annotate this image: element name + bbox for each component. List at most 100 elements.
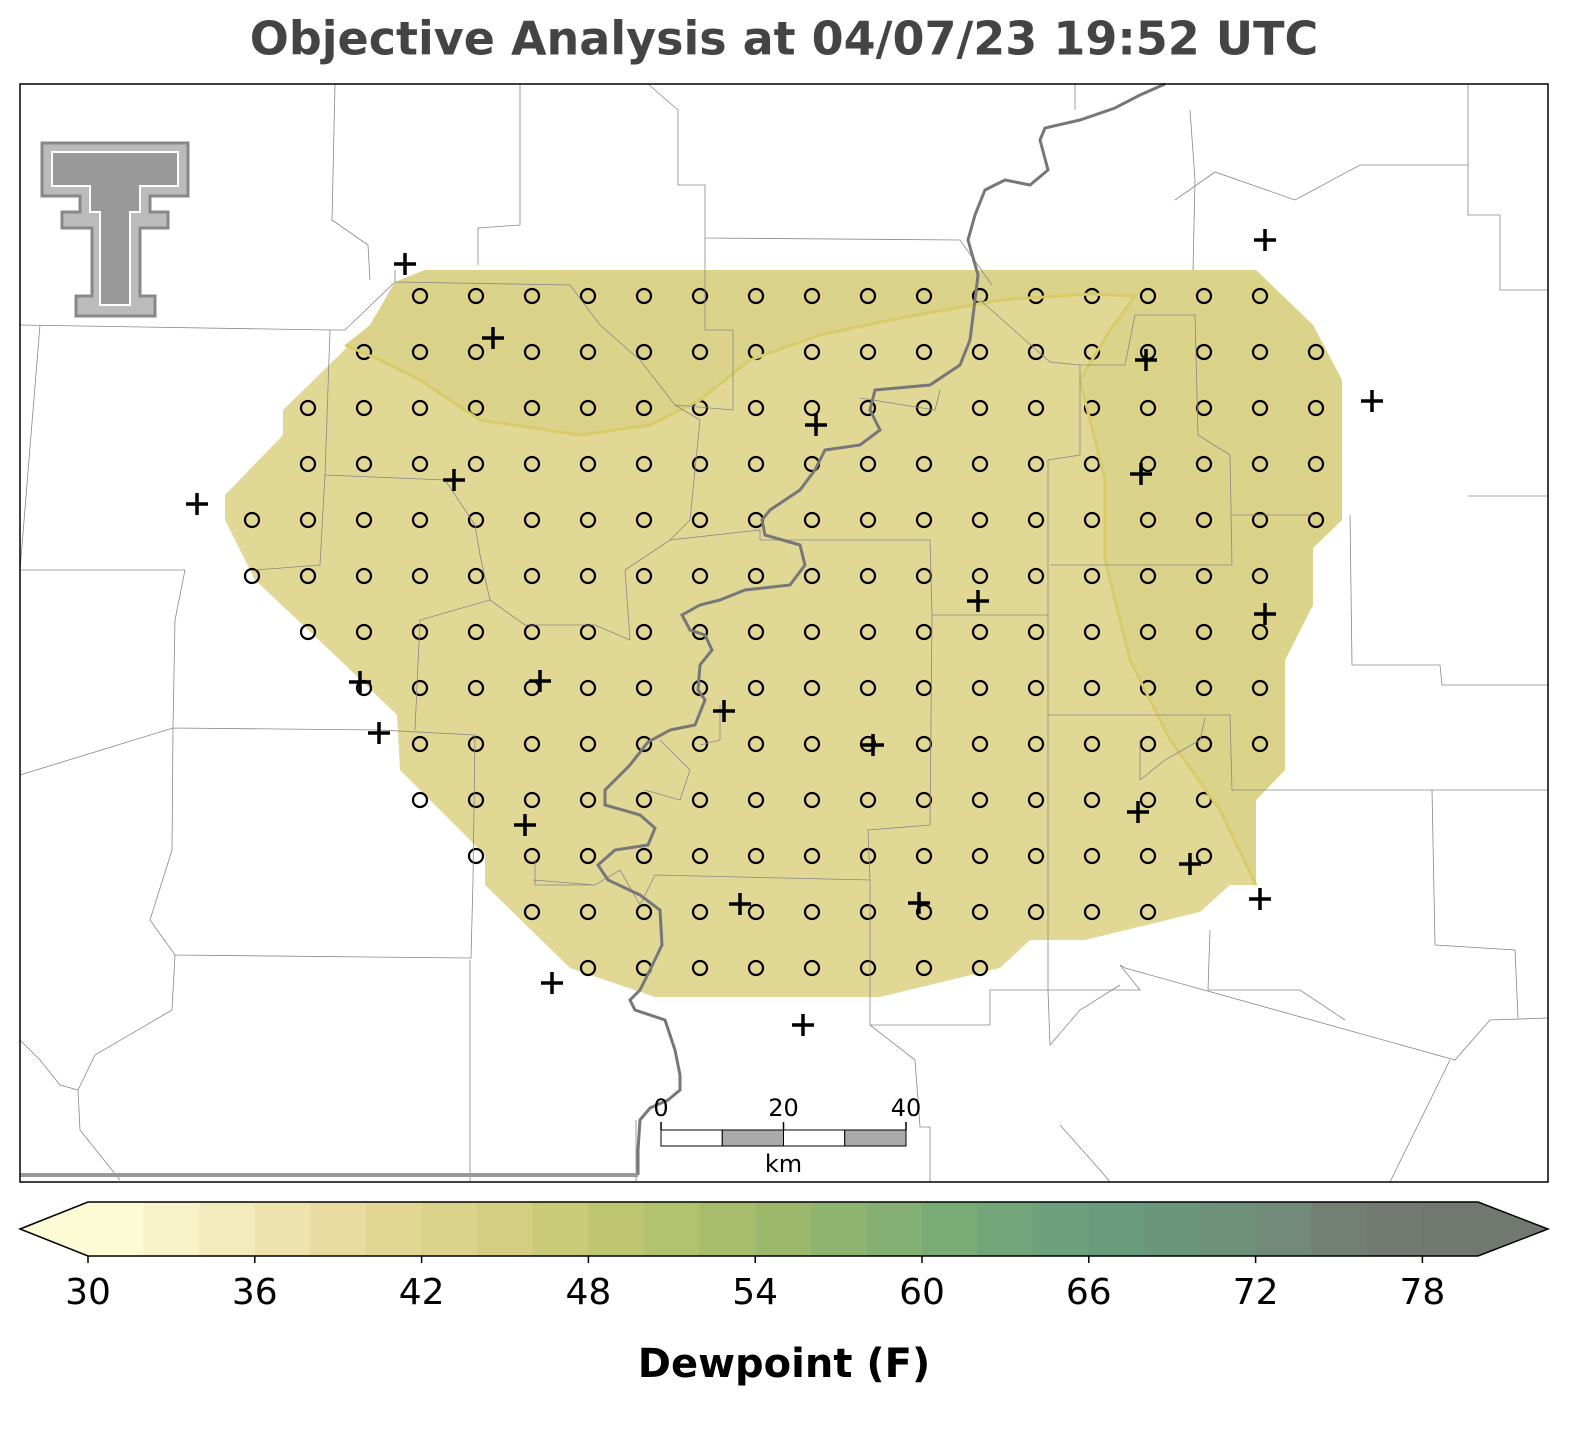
grid-point bbox=[1139, 511, 1157, 529]
grid-point bbox=[1251, 455, 1269, 473]
colorbar-bin bbox=[88, 1202, 145, 1256]
station bbox=[349, 671, 371, 693]
grid-point bbox=[1027, 847, 1045, 865]
grid-point bbox=[747, 735, 765, 753]
grid-point bbox=[971, 343, 989, 361]
grid-point bbox=[523, 791, 541, 809]
grid-point bbox=[747, 959, 765, 977]
colorbar-bin bbox=[421, 1202, 478, 1256]
colorbar-bin bbox=[199, 1202, 256, 1256]
grid-point bbox=[691, 735, 709, 753]
colorbar-bin bbox=[810, 1202, 867, 1256]
grid-point bbox=[1251, 399, 1269, 417]
grid-point bbox=[1027, 791, 1045, 809]
map-frame bbox=[19, 83, 1549, 1183]
grid-point bbox=[355, 567, 373, 585]
grid-point bbox=[1083, 623, 1101, 641]
grid-point bbox=[915, 343, 933, 361]
grid-point bbox=[299, 455, 317, 473]
grid-point bbox=[1083, 903, 1101, 921]
grid-point bbox=[859, 455, 877, 473]
grid-point bbox=[859, 903, 877, 921]
grid-point bbox=[803, 903, 821, 921]
scale-segment bbox=[844, 1129, 907, 1147]
grid-point bbox=[523, 343, 541, 361]
grid-point bbox=[971, 679, 989, 697]
grid-point bbox=[579, 903, 597, 921]
grid-point bbox=[523, 903, 541, 921]
colorbar-bin bbox=[477, 1202, 534, 1256]
grid-point bbox=[691, 847, 709, 865]
grid-point bbox=[1083, 847, 1101, 865]
grid-point bbox=[579, 399, 597, 417]
grid-point bbox=[1139, 903, 1157, 921]
grid-point bbox=[915, 287, 933, 305]
scale-tick-label: 20 bbox=[768, 1094, 799, 1122]
grid-point bbox=[1083, 679, 1101, 697]
station bbox=[529, 670, 551, 692]
colorbar-tick-label: 60 bbox=[899, 1272, 945, 1313]
grid-point bbox=[691, 343, 709, 361]
stations bbox=[186, 229, 1383, 1036]
grid-point bbox=[1195, 567, 1213, 585]
river bbox=[596, 82, 1166, 1175]
grid-point bbox=[859, 959, 877, 977]
colorbar-bin bbox=[310, 1202, 367, 1256]
grid-point bbox=[1195, 623, 1213, 641]
grid-point bbox=[523, 567, 541, 585]
grid-point bbox=[1251, 679, 1269, 697]
grid-point bbox=[523, 287, 541, 305]
grid-point bbox=[915, 399, 933, 417]
colorbar-tick-label: 66 bbox=[1066, 1272, 1112, 1313]
grid-point bbox=[523, 511, 541, 529]
grid-point bbox=[859, 399, 877, 417]
station bbox=[1254, 603, 1276, 625]
grid-point bbox=[915, 959, 933, 977]
analysis-field bbox=[225, 270, 1342, 997]
grid-point bbox=[579, 679, 597, 697]
grid-point bbox=[1027, 511, 1045, 529]
colorbar-bin bbox=[1033, 1202, 1090, 1256]
contour-line bbox=[344, 292, 1136, 437]
grid-point bbox=[467, 847, 485, 865]
grid-point bbox=[1027, 567, 1045, 585]
colorbar-extend-high bbox=[1478, 1202, 1548, 1256]
colorbar-bin bbox=[699, 1202, 756, 1256]
station bbox=[541, 972, 563, 994]
grid-point bbox=[299, 567, 317, 585]
grid-point bbox=[859, 287, 877, 305]
grid-point bbox=[523, 735, 541, 753]
colorbar-bin bbox=[1255, 1202, 1312, 1256]
grid-point bbox=[1083, 455, 1101, 473]
grid-point bbox=[691, 903, 709, 921]
station bbox=[1249, 888, 1271, 910]
colorbar-bin bbox=[1144, 1202, 1201, 1256]
grid-point bbox=[1083, 735, 1101, 753]
colorbar-extend-low bbox=[20, 1202, 88, 1256]
grid-point bbox=[971, 399, 989, 417]
grid-point bbox=[1027, 343, 1045, 361]
grid-point bbox=[747, 847, 765, 865]
grid-point bbox=[1251, 511, 1269, 529]
grid-point bbox=[1027, 455, 1045, 473]
grid-point bbox=[803, 287, 821, 305]
grid-point bbox=[579, 791, 597, 809]
station bbox=[713, 700, 735, 722]
station bbox=[1130, 463, 1152, 485]
grid-point bbox=[1307, 511, 1325, 529]
grid-point bbox=[747, 567, 765, 585]
grid-point bbox=[747, 903, 765, 921]
grid-point bbox=[859, 343, 877, 361]
grid-point bbox=[579, 959, 597, 977]
grid-point bbox=[635, 623, 653, 641]
station bbox=[908, 892, 930, 914]
colorbar-bin bbox=[366, 1202, 423, 1256]
grid-point bbox=[467, 343, 485, 361]
grid-point bbox=[1251, 735, 1269, 753]
grid-point bbox=[691, 959, 709, 977]
grid-point bbox=[467, 455, 485, 473]
grid-point bbox=[635, 455, 653, 473]
scale-segment bbox=[721, 1129, 784, 1147]
grid-point bbox=[1251, 343, 1269, 361]
